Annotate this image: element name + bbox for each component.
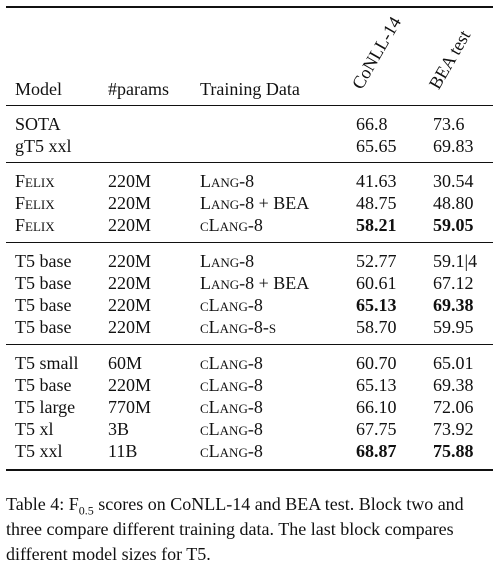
column-header-model: Model xyxy=(15,79,62,99)
cell-params: 220M xyxy=(108,317,152,337)
cell-training-data: cLang-8 xyxy=(200,375,263,395)
cell-params: 220M xyxy=(108,215,152,235)
cell-conll: 41.63 xyxy=(356,171,397,191)
caption-subscript: 0.5 xyxy=(78,503,94,518)
cell-model: T5 base xyxy=(15,251,72,271)
block-rule xyxy=(6,162,493,163)
cell-conll: 65.13 xyxy=(356,295,397,315)
header-row: Model #params Training Data xyxy=(0,78,500,100)
cell-bea: 59.05 xyxy=(433,215,474,235)
column-header-params: #params xyxy=(108,79,169,99)
table-row: SOTA 66.8 73.6 xyxy=(0,113,500,135)
cell-training-data: Lang-8 + BEA xyxy=(200,273,310,293)
cell-bea: 69.38 xyxy=(433,375,474,395)
cell-model: T5 base xyxy=(15,317,72,337)
cell-params: 220M xyxy=(108,273,152,293)
table-row: T5 xxl 11B cLang-8 68.87 75.88 xyxy=(0,440,500,462)
cell-model: T5 base xyxy=(15,375,72,395)
cell-conll: 65.13 xyxy=(356,375,397,395)
cell-conll: 65.65 xyxy=(356,136,397,156)
cell-params: 11B xyxy=(108,441,138,461)
cell-model: Felix xyxy=(15,171,55,191)
cell-params: 60M xyxy=(108,353,143,373)
header-rule xyxy=(6,105,493,106)
cell-model: gT5 xxl xyxy=(15,136,72,156)
cell-conll: 66.10 xyxy=(356,397,397,417)
cell-params: 220M xyxy=(108,251,152,271)
cell-bea: 73.92 xyxy=(433,419,474,439)
cell-conll: 66.8 xyxy=(356,114,388,134)
cell-model: T5 base xyxy=(15,295,72,315)
cell-model: T5 base xyxy=(15,273,72,293)
cell-conll: 58.70 xyxy=(356,317,397,337)
table-row: Felix 220M Lang-8 41.63 30.54 xyxy=(0,170,500,192)
table-row: T5 xl 3B cLang-8 67.75 73.92 xyxy=(0,418,500,440)
cell-training-data: Lang-8 + BEA xyxy=(200,193,310,213)
cell-model: T5 small xyxy=(15,353,79,373)
cell-bea: 48.80 xyxy=(433,193,474,213)
cell-conll: 58.21 xyxy=(356,215,397,235)
cell-bea: 75.88 xyxy=(433,441,474,461)
cell-bea: 69.38 xyxy=(433,295,474,315)
cell-bea: 72.06 xyxy=(433,397,474,417)
cell-params: 3B xyxy=(108,419,130,439)
cell-bea: 30.54 xyxy=(433,171,474,191)
cell-bea: 73.6 xyxy=(433,114,465,134)
cell-model: T5 xl xyxy=(15,419,54,439)
cell-bea: 65.01 xyxy=(433,353,474,373)
table-row: T5 base 220M Lang-8 + BEA 60.61 67.12 xyxy=(0,272,500,294)
cell-bea: 67.12 xyxy=(433,273,474,293)
cell-bea: 59.95 xyxy=(433,317,474,337)
cell-conll: 68.87 xyxy=(356,441,397,461)
cell-training-data: cLang-8 xyxy=(200,397,263,417)
table-row: T5 base 220M cLang-8-s 58.70 59.95 xyxy=(0,316,500,338)
block-rule xyxy=(6,344,493,345)
cell-params: 220M xyxy=(108,375,152,395)
column-header-training-data: Training Data xyxy=(200,79,300,99)
cell-conll: 48.75 xyxy=(356,193,397,213)
cell-model: SOTA xyxy=(15,114,61,134)
table-row: T5 base 220M Lang-8 52.77 59.1|4 xyxy=(0,250,500,272)
cell-model: T5 large xyxy=(15,397,76,417)
cell-training-data: cLang-8 xyxy=(200,295,263,315)
cell-params: 220M xyxy=(108,295,152,315)
cell-params: 220M xyxy=(108,171,152,191)
table-row: Felix 220M Lang-8 + BEA 48.75 48.80 xyxy=(0,192,500,214)
cell-training-data: Lang-8 xyxy=(200,171,255,191)
cell-conll: 52.77 xyxy=(356,251,397,271)
cell-training-data: Lang-8 xyxy=(200,251,255,271)
cell-params: 770M xyxy=(108,397,152,417)
cell-training-data: cLang-8 xyxy=(200,353,263,373)
cell-model: Felix xyxy=(15,193,55,213)
cell-training-data: cLang-8 xyxy=(200,215,263,235)
cell-params: 220M xyxy=(108,193,152,213)
cell-conll: 67.75 xyxy=(356,419,397,439)
table-top-rule xyxy=(6,6,493,8)
caption-prefix: Table 4: F xyxy=(6,494,79,514)
table-bottom-rule xyxy=(6,469,493,471)
cell-model: T5 xxl xyxy=(15,441,63,461)
cell-training-data: cLang-8 xyxy=(200,419,263,439)
cell-training-data: cLang-8 xyxy=(200,441,263,461)
block-rule xyxy=(6,242,493,243)
table-caption: Table 4: F0.5 scores on CoNLL-14 and BEA… xyxy=(6,492,494,567)
cell-conll: 60.70 xyxy=(356,353,397,373)
table-row: gT5 xxl 65.65 69.83 xyxy=(0,135,500,157)
cell-training-data: cLang-8-s xyxy=(200,317,277,337)
cell-bea: 59.1|4 xyxy=(433,251,478,271)
cell-conll: 60.61 xyxy=(356,273,397,293)
table-row: T5 base 220M cLang-8 65.13 69.38 xyxy=(0,374,500,396)
cell-model: Felix xyxy=(15,215,55,235)
caption-text: scores on CoNLL-14 and BEA test. Block t… xyxy=(6,494,464,564)
table-row: Felix 220M cLang-8 58.21 59.05 xyxy=(0,214,500,236)
table-row: T5 small 60M cLang-8 60.70 65.01 xyxy=(0,352,500,374)
table-row: T5 base 220M cLang-8 65.13 69.38 xyxy=(0,294,500,316)
table-row: T5 large 770M cLang-8 66.10 72.06 xyxy=(0,396,500,418)
cell-bea: 69.83 xyxy=(433,136,474,156)
